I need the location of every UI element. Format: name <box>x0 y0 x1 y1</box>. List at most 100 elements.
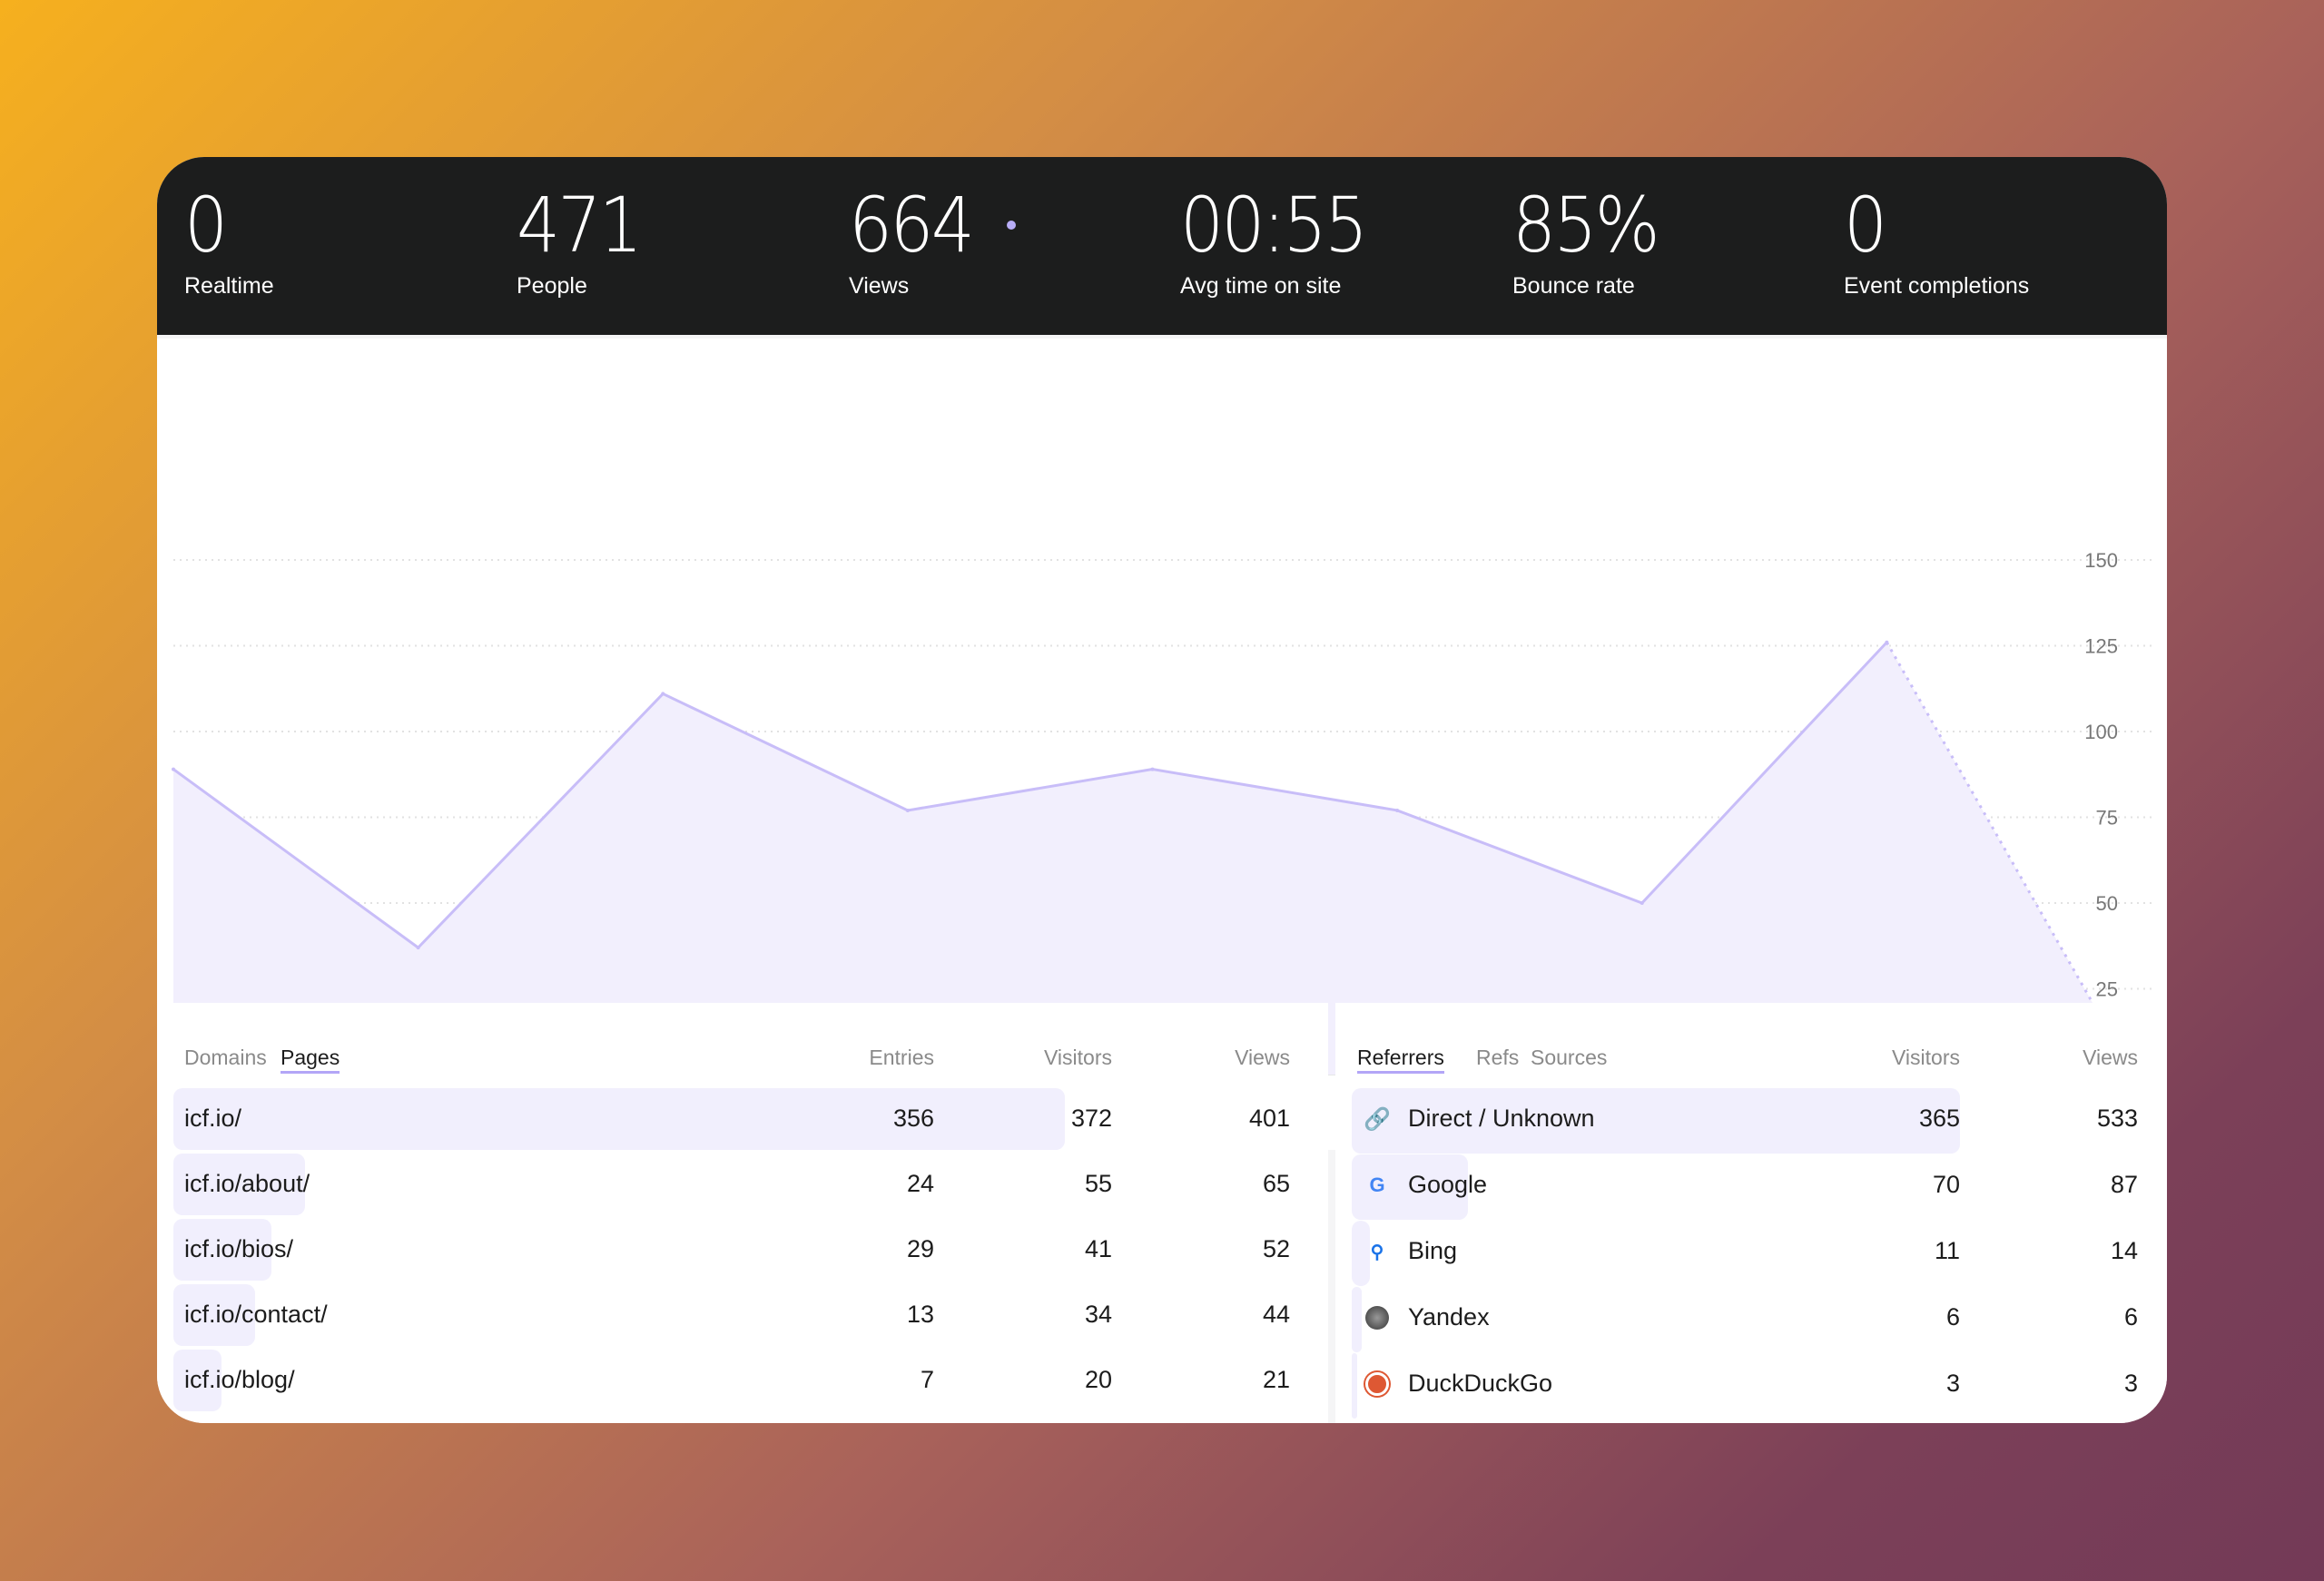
views-value: 3 <box>2123 1370 2138 1397</box>
tab-pages[interactable]: Pages <box>281 1046 340 1074</box>
area-fill <box>173 642 2132 1075</box>
visitors-value: 372 <box>1070 1105 1112 1132</box>
y-tick-label: 150 <box>2084 549 2118 572</box>
stat-label: People <box>517 273 587 299</box>
column-visitors[interactable]: Visitors <box>1892 1046 1960 1069</box>
referrer-row[interactable]: DuckDuckGo 3 3 <box>1352 1353 2151 1419</box>
entries-value: 13 <box>906 1301 934 1328</box>
views-value: 401 <box>1248 1105 1290 1132</box>
tab-sources[interactable]: Sources <box>1531 1046 1608 1069</box>
series-line <box>172 641 1888 950</box>
data-point <box>416 946 420 950</box>
data-point <box>1885 640 1889 644</box>
stat-avg-time[interactable]: 00:55 Avg time on site <box>1180 184 1386 300</box>
stats-bar: 0 Realtime 471 People 664 Views 00:55 Avg ti… <box>157 157 2167 335</box>
stat-value: 85% <box>1512 181 1660 270</box>
data-point <box>905 808 910 812</box>
views-value: 87 <box>2110 1171 2138 1198</box>
visitors-value: 20 <box>1084 1366 1112 1393</box>
tab-referrers[interactable]: Referrers <box>1357 1046 1444 1074</box>
page-name: icf.io/ <box>184 1105 242 1132</box>
stat-label: Event completions <box>1844 273 2030 299</box>
visitors-bar <box>173 1088 1065 1150</box>
y-tick-label: 100 <box>2084 721 2118 743</box>
visitors-value: 365 <box>1918 1105 1960 1132</box>
page-name: icf.io/bios/ <box>184 1235 294 1262</box>
visitors-bar <box>1352 1154 1469 1220</box>
yandex-icon <box>1364 1305 1390 1331</box>
stat-realtime[interactable]: 0 Realtime <box>184 184 274 300</box>
column-entries[interactable]: Entries <box>869 1046 934 1069</box>
table-row[interactable]: icf.io/bios/ 29 41 52 <box>173 1219 1326 1281</box>
referrer-name: Bing <box>1408 1237 1458 1264</box>
visitors-value: 41 <box>1084 1235 1112 1262</box>
stat-bounce-rate[interactable]: 85% Bounce rate <box>1512 184 1674 300</box>
referrer-row[interactable]: G Google 70 87 <box>1352 1154 2151 1220</box>
data-point <box>1395 808 1400 812</box>
y-tick-label: 125 <box>2084 635 2118 658</box>
views-value: 44 <box>1262 1301 1290 1328</box>
google-icon: G <box>1369 1173 1385 1196</box>
referrer-row[interactable]: Yandex 6 6 <box>1352 1287 2151 1352</box>
y-tick-label: 25 <box>2096 978 2118 1001</box>
table-row[interactable]: icf.io/ 356 372 401 <box>173 1088 1326 1150</box>
duckduckgo-icon <box>1364 1371 1390 1397</box>
visitors-bar <box>1352 1088 1960 1154</box>
page-name: icf.io/contact/ <box>184 1301 328 1328</box>
stat-value: 0 <box>184 181 228 270</box>
tab-refs[interactable]: Refs <box>1476 1046 1520 1069</box>
entries-value: 7 <box>920 1366 934 1393</box>
data-point <box>661 692 665 696</box>
table-row[interactable]: icf.io/blog/ 7 20 21 <box>173 1350 1326 1411</box>
visitors-value: 34 <box>1084 1301 1112 1328</box>
bing-search-icon: ⚲ <box>1370 1242 1384 1262</box>
visitors-value: 11 <box>1934 1237 1960 1264</box>
y-tick-label: 75 <box>2096 807 2118 830</box>
entries-value: 29 <box>906 1235 934 1262</box>
views-value: 533 <box>2096 1105 2138 1132</box>
analytics-card: 0 Realtime 471 People 664 Views 00:55 Avg ti… <box>157 157 2167 1423</box>
visitors-bar <box>173 1350 222 1411</box>
views-value: 65 <box>1262 1170 1290 1197</box>
views-value: 6 <box>2123 1303 2138 1331</box>
data-point <box>1150 767 1155 771</box>
stat-value: 471 <box>517 181 643 270</box>
stat-label: Avg time on site <box>1180 273 1342 299</box>
stat-value: 0 <box>1844 181 1887 270</box>
tab-domains[interactable]: Domains <box>184 1046 267 1069</box>
data-point <box>172 767 175 771</box>
stat-value: 00:55 <box>1180 181 1368 270</box>
page-name: icf.io/blog/ <box>184 1366 295 1393</box>
pages-panel: Domains Pages Entries Visitors Views icf… <box>157 1003 1328 1423</box>
referrer-name: DuckDuckGo <box>1408 1370 1553 1397</box>
stat-value: 664 <box>849 181 975 270</box>
referrer-row[interactable]: 🔗 Direct / Unknown 365 533 <box>1352 1088 2151 1154</box>
visitors-bar <box>1352 1287 1362 1352</box>
referrer-name: Direct / Unknown <box>1408 1105 1595 1132</box>
visitors-bar <box>173 1284 255 1346</box>
page-name: icf.io/about/ <box>184 1170 310 1197</box>
stat-views[interactable]: 664 Views <box>849 181 1016 300</box>
table-row[interactable]: icf.io/contact/ 13 34 44 <box>173 1284 1326 1346</box>
views-value: 21 <box>1262 1366 1290 1393</box>
views-value: 52 <box>1262 1235 1290 1262</box>
y-tick-label: 50 <box>2096 892 2118 915</box>
entries-value: 356 <box>892 1105 934 1132</box>
stat-label: Bounce rate <box>1512 273 1635 299</box>
column-views[interactable]: Views <box>1235 1046 1290 1069</box>
stat-label: Realtime <box>184 273 274 299</box>
stat-event-completions[interactable]: 0 Event completions <box>1844 184 2029 300</box>
visitors-bar <box>173 1219 272 1281</box>
column-visitors[interactable]: Visitors <box>1044 1046 1112 1069</box>
table-row[interactable]: icf.io/about/ 24 55 65 <box>173 1154 1326 1215</box>
visitors-value: 6 <box>1945 1303 1960 1331</box>
series-dot-icon <box>1007 221 1016 230</box>
visitors-bar <box>1352 1221 1371 1286</box>
visitors-value: 3 <box>1945 1370 1960 1397</box>
stat-people[interactable]: 471 People <box>517 184 654 300</box>
visitors-value: 55 <box>1084 1170 1112 1197</box>
referrer-row[interactable]: ⚲ Bing 11 14 <box>1352 1221 2151 1286</box>
column-views[interactable]: Views <box>2083 1046 2138 1069</box>
views-value: 14 <box>2110 1237 2138 1264</box>
series-line-projected <box>1886 641 2133 1072</box>
